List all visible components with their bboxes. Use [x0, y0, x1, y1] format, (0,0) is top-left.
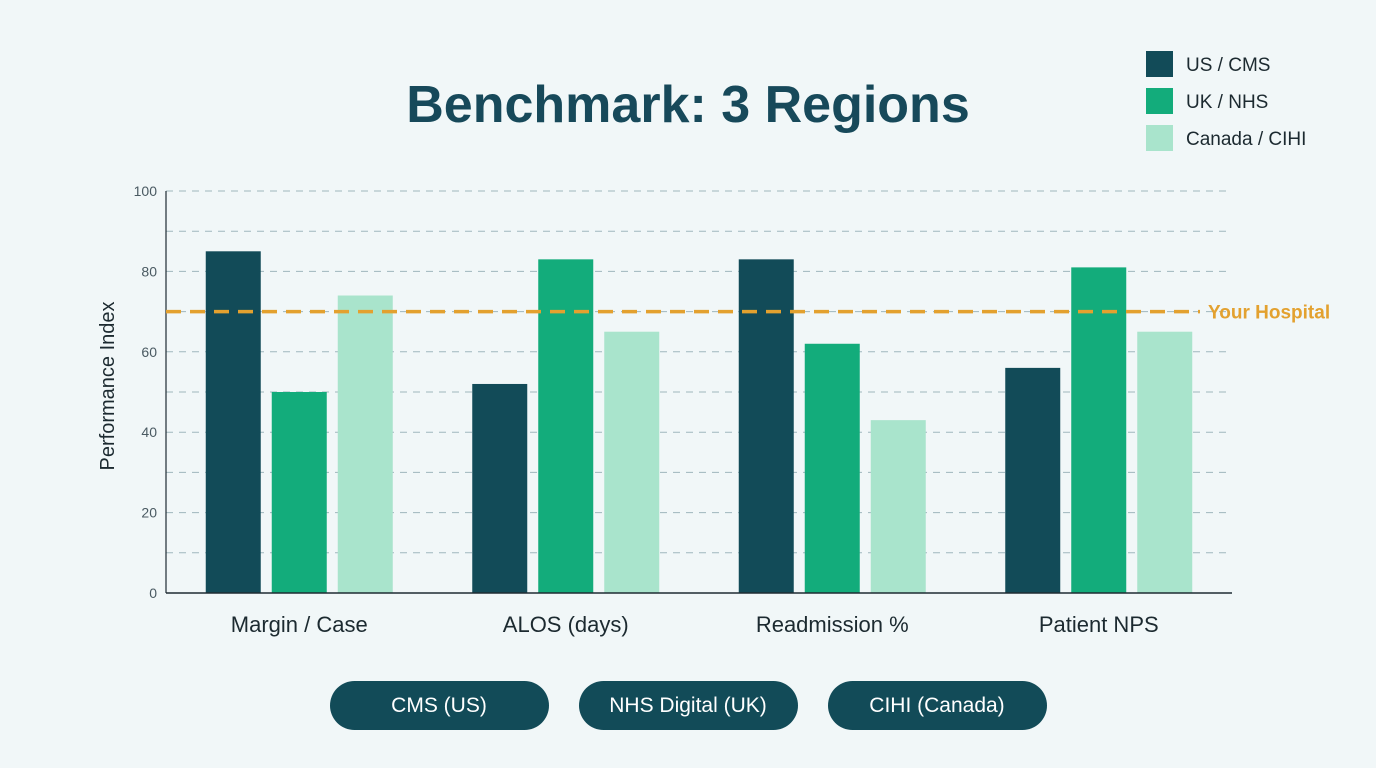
- x-axis-categories: Margin / Case ALOS (days) Readmission % Pat…: [231, 612, 1159, 637]
- x-category-label: Readmission %: [756, 612, 909, 637]
- bar: [604, 331, 660, 593]
- bar: [738, 259, 794, 593]
- y-axis-title: Performance Index: [97, 302, 119, 471]
- bar: [1137, 331, 1193, 593]
- bar: [804, 343, 860, 593]
- source-button-nhs-digital[interactable]: NHS Digital (UK): [578, 681, 798, 730]
- bar: [271, 392, 327, 593]
- legend-swatch: [1146, 88, 1173, 114]
- y-axis-ticks: 0 20 40 60 80 100: [134, 183, 158, 601]
- bars: [205, 251, 1193, 594]
- legend-label: Canada / CIHI: [1186, 129, 1306, 150]
- bar: [1071, 267, 1127, 593]
- bar: [538, 259, 594, 593]
- bar: [870, 420, 926, 593]
- reference-line-group: Your Hospital: [166, 303, 1330, 324]
- chart-title: Benchmark: 3 Regions: [406, 76, 970, 134]
- source-button-cihi[interactable]: CIHI (Canada): [827, 681, 1047, 730]
- bar: [472, 383, 528, 593]
- y-tick-label: 80: [141, 263, 157, 279]
- legend-label: UK / NHS: [1186, 92, 1268, 113]
- source-buttons: CMS (US) NHS Digital (UK) CIHI (Canada): [0, 681, 1376, 730]
- y-tick-label: 40: [141, 424, 157, 440]
- legend-label: US / CMS: [1186, 55, 1270, 76]
- reference-line-label: Your Hospital: [1208, 303, 1330, 324]
- legend: US / CMS UK / NHS Canada / CIHI: [1146, 51, 1306, 151]
- x-category-label: Patient NPS: [1039, 612, 1159, 637]
- y-tick-label: 0: [149, 585, 157, 601]
- bar: [205, 251, 261, 594]
- bar: [337, 295, 393, 593]
- x-category-label: Margin / Case: [231, 612, 368, 637]
- chart: Benchmark: 3 Regions 0 20 40 60 80 100 Margin…: [97, 51, 1330, 637]
- source-button-cms[interactable]: CMS (US): [329, 681, 549, 730]
- legend-swatch: [1146, 125, 1173, 151]
- y-tick-label: 60: [141, 344, 157, 360]
- y-tick-label: 20: [141, 505, 157, 521]
- x-category-label: ALOS (days): [503, 612, 629, 637]
- bar: [1005, 367, 1061, 593]
- legend-swatch: [1146, 51, 1173, 77]
- y-tick-label: 100: [134, 183, 158, 199]
